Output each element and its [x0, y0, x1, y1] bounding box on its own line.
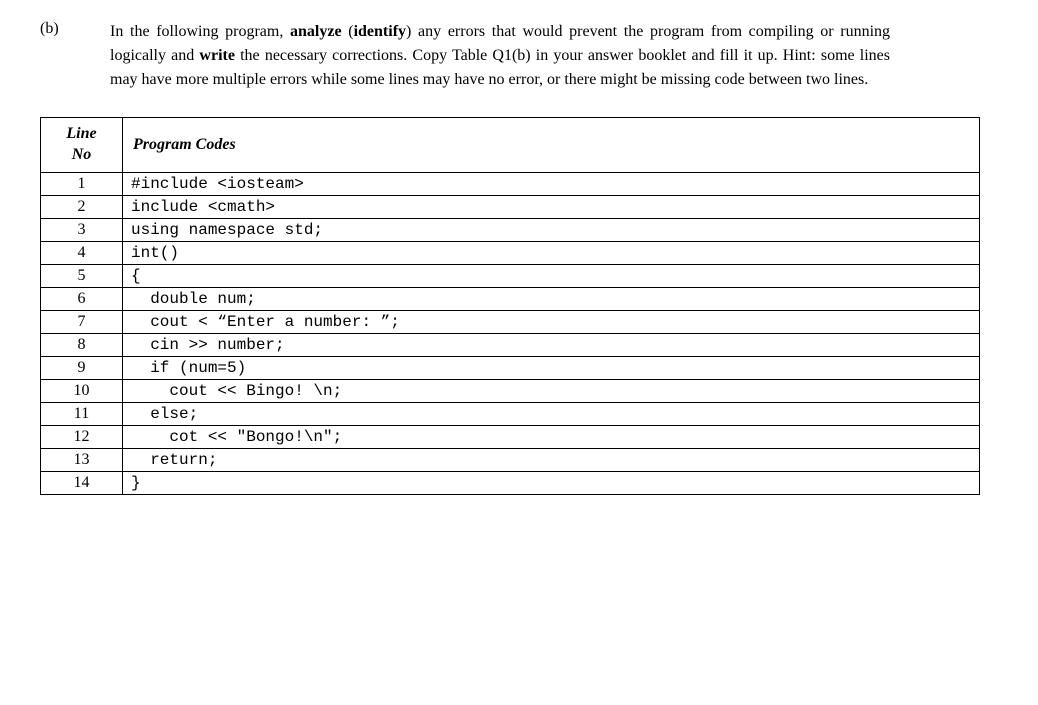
- question-text-span: In the following program,: [110, 23, 290, 40]
- line-number-cell: 3: [41, 218, 123, 241]
- code-cell: cout < “Enter a number: ”;: [123, 310, 980, 333]
- code-cell: #include <iosteam>: [123, 172, 980, 195]
- header-line-no: Line No: [41, 118, 123, 173]
- code-cell: double num;: [123, 287, 980, 310]
- line-number-cell: 14: [41, 471, 123, 494]
- code-cell: int(): [123, 241, 980, 264]
- code-cell: cin >> number;: [123, 333, 980, 356]
- line-number-cell: 12: [41, 425, 123, 448]
- table-row: 8 cin >> number;: [41, 333, 980, 356]
- table-row: 10 cout << Bingo! \n;: [41, 379, 980, 402]
- line-number-cell: 9: [41, 356, 123, 379]
- table-row: 6 double num;: [41, 287, 980, 310]
- table-header-row: Line No Program Codes: [41, 118, 980, 173]
- table-row: 14}: [41, 471, 980, 494]
- table-row: 11 else;: [41, 402, 980, 425]
- code-cell: if (num=5): [123, 356, 980, 379]
- question-label: (b): [40, 20, 80, 92]
- line-number-cell: 8: [41, 333, 123, 356]
- line-number-cell: 2: [41, 195, 123, 218]
- question-text-span: write: [199, 47, 235, 64]
- table-row: 7 cout < “Enter a number: ”;: [41, 310, 980, 333]
- line-number-cell: 5: [41, 264, 123, 287]
- code-cell: return;: [123, 448, 980, 471]
- code-cell: {: [123, 264, 980, 287]
- line-number-cell: 6: [41, 287, 123, 310]
- header-line-text1: Line: [66, 125, 96, 142]
- code-cell: else;: [123, 402, 980, 425]
- line-number-cell: 1: [41, 172, 123, 195]
- line-number-cell: 11: [41, 402, 123, 425]
- line-number-cell: 4: [41, 241, 123, 264]
- table-row: 5{: [41, 264, 980, 287]
- question-text-span: identify: [354, 23, 406, 40]
- code-cell: }: [123, 471, 980, 494]
- code-cell: cot << "Bongo!\n";: [123, 425, 980, 448]
- question-block: (b) In the following program, analyze (i…: [40, 20, 998, 92]
- header-program-codes: Program Codes: [123, 118, 980, 173]
- line-number-cell: 7: [41, 310, 123, 333]
- table-row: 9 if (num=5): [41, 356, 980, 379]
- header-line-text2: No: [72, 146, 92, 163]
- question-text-span: analyze: [290, 23, 348, 40]
- code-cell: include <cmath>: [123, 195, 980, 218]
- table-row: 4int(): [41, 241, 980, 264]
- table-row: 3using namespace std;: [41, 218, 980, 241]
- code-cell: using namespace std;: [123, 218, 980, 241]
- question-text: In the following program, analyze (ident…: [110, 20, 890, 92]
- code-table: Line No Program Codes 1#include <iosteam…: [40, 117, 980, 495]
- line-number-cell: 10: [41, 379, 123, 402]
- line-number-cell: 13: [41, 448, 123, 471]
- table-row: 2include <cmath>: [41, 195, 980, 218]
- table-row: 12 cot << "Bongo!\n";: [41, 425, 980, 448]
- table-row: 1#include <iosteam>: [41, 172, 980, 195]
- table-row: 13 return;: [41, 448, 980, 471]
- code-cell: cout << Bingo! \n;: [123, 379, 980, 402]
